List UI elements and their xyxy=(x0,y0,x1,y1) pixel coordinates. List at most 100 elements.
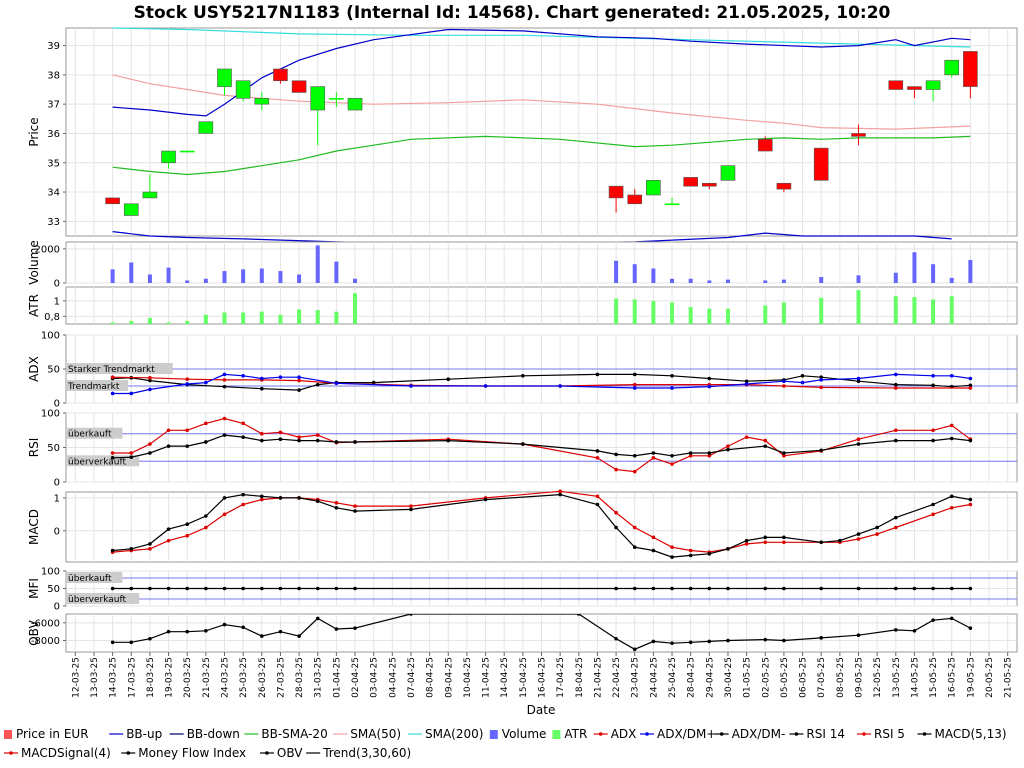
atr-bar xyxy=(222,312,227,324)
adx-dm-plus-line-point xyxy=(185,382,190,386)
rsi14-line-point xyxy=(707,451,712,455)
candle-body xyxy=(720,165,736,181)
obv-line-point xyxy=(353,626,357,630)
mfi-line-point xyxy=(614,586,618,591)
atr-bar xyxy=(670,302,675,324)
adx-dm-plus-line-point xyxy=(893,372,898,377)
x-tick-label: 25-04-25 xyxy=(668,657,678,698)
x-tick-label: 14-03-25 xyxy=(109,657,119,698)
mfi-line-point xyxy=(297,586,301,591)
macd-line-point xyxy=(726,547,730,551)
bb-up-line xyxy=(112,28,971,117)
atr-bar xyxy=(893,296,898,324)
adx-dm-plus-line-point xyxy=(241,374,245,378)
adx-dm-plus-line-point xyxy=(707,384,712,389)
adx-dm-plus-line-point xyxy=(204,380,208,385)
adx-line-point xyxy=(632,382,637,387)
macd-signal-line-point xyxy=(334,501,339,505)
rsi5-line-point xyxy=(670,462,674,466)
candle-body xyxy=(851,133,866,137)
macd-line-point xyxy=(409,507,413,512)
mfi-ytick-label: 50 xyxy=(47,584,60,595)
legend-label: Trend(3,30,60) xyxy=(322,746,411,760)
macd-line-point xyxy=(744,538,749,543)
adx-ytick-label: 0 xyxy=(54,399,60,410)
legend-label: ATR xyxy=(564,727,587,741)
mfi-line-point xyxy=(856,586,861,591)
macd-line-point xyxy=(259,494,264,499)
adx-ytick-label: 50 xyxy=(47,365,60,376)
macd-line-point xyxy=(763,535,768,540)
rsi5-line-point xyxy=(315,433,320,437)
mfi-line-point xyxy=(782,586,786,591)
price-panel: 33 34 35 36 37 38 39 Price xyxy=(27,27,1018,246)
rsi14-line-point xyxy=(315,438,320,443)
obv-line-point xyxy=(259,634,264,638)
macd-ytick-label: 1 xyxy=(54,493,60,504)
rsi5-line-point xyxy=(632,469,637,474)
atr-ytick-label: 0,8 xyxy=(44,312,60,323)
macd-signal-line-point xyxy=(670,545,674,550)
candle-body xyxy=(925,80,941,90)
adx-dm-plus-line-point xyxy=(483,384,488,388)
macd-signal-line-point xyxy=(558,489,562,494)
x-axis: 12-03-25 13-03-25 14-03-25 17-03-25 18-03-25… xyxy=(71,652,1014,698)
macd-signal-line xyxy=(112,490,971,553)
zone-label: überverkauft xyxy=(68,595,127,605)
macd-line-point xyxy=(782,535,786,540)
adx-line-point xyxy=(110,375,115,379)
rsi14-line-point xyxy=(763,444,768,448)
adx-dm-minus-line-point xyxy=(222,384,227,389)
atr-bar xyxy=(203,314,208,324)
x-tick-label: 07-05-25 xyxy=(817,657,827,698)
zone-label: überkauft xyxy=(68,574,112,584)
adx-dm-minus-line-point xyxy=(800,374,805,378)
volume-bar xyxy=(781,279,786,283)
legend-label: BB-up xyxy=(126,727,162,741)
volume-bar xyxy=(931,264,936,283)
macd-panel: 0 1 MACD xyxy=(27,489,1018,563)
legend-label: MACD(5,13) xyxy=(935,727,1007,741)
atr-bar xyxy=(278,314,283,324)
macd-line-point xyxy=(185,522,190,527)
mfi-ytick-label: 100 xyxy=(41,567,60,578)
atr-bar xyxy=(241,312,246,324)
x-tick-label: 28-03-25 xyxy=(295,657,305,698)
adx-dm-plus-line-point xyxy=(148,387,152,392)
candle-body xyxy=(217,68,232,87)
adx-dm-plus-line-point xyxy=(632,386,637,390)
adx-dm-plus-line-point xyxy=(744,382,749,386)
macd-line-point xyxy=(893,515,898,520)
candle-body xyxy=(608,185,624,199)
x-tick-label: 09-05-25 xyxy=(855,657,865,698)
macd-line-point xyxy=(688,553,693,558)
legend-swatch xyxy=(489,730,498,739)
adx-line-point xyxy=(185,377,190,382)
x-tick-label: 24-03-25 xyxy=(221,657,231,698)
volume-bar xyxy=(819,277,824,283)
adx-dm-plus-line-point xyxy=(819,378,824,382)
legend-label: Volume xyxy=(502,727,547,741)
macd-line-point xyxy=(297,496,301,500)
atr-bar xyxy=(259,311,264,324)
adx-dm-minus-line-point xyxy=(297,388,301,392)
rsi-ytick-label: 0 xyxy=(54,478,60,489)
macd-line-point xyxy=(614,525,618,530)
candle-body xyxy=(254,98,270,105)
x-tick-label: 24-04-25 xyxy=(649,657,659,698)
adx-dm-plus-line-point xyxy=(931,374,935,378)
obv-line-point xyxy=(763,637,768,642)
x-tick-label: 09-04-25 xyxy=(444,657,454,698)
adx-line-point xyxy=(782,384,786,388)
x-tick-label: 05-05-25 xyxy=(780,657,790,698)
x-tick-label: 08-04-25 xyxy=(426,657,436,698)
candle-body xyxy=(273,68,288,82)
rsi14-line-point xyxy=(856,442,861,446)
obv-line-point xyxy=(129,640,134,645)
macd-signal-line-point xyxy=(744,542,749,546)
mfi-line-point xyxy=(726,586,730,591)
volume-bar xyxy=(353,278,358,283)
macd-line-point xyxy=(222,496,227,500)
rsi14-line-point xyxy=(931,438,935,443)
